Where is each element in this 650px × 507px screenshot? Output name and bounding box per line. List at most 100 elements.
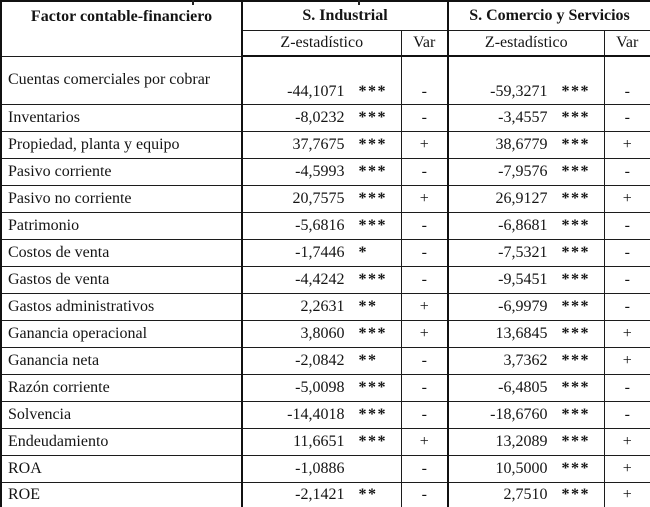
z-statistic-cell: 13,2089 *** — [447, 427, 605, 456]
z-value: -4,4242 — [295, 270, 345, 288]
z-value: 11,6651 — [293, 432, 345, 450]
scan-artifact-tick — [358, 0, 360, 5]
z-value: 2,2631 — [300, 297, 345, 315]
factor-cell: Propiedad, planta y equipo — [0, 130, 243, 159]
var-sign-cell: - — [400, 55, 449, 105]
significance-stars: *** — [561, 351, 590, 369]
significance-stars: *** — [561, 486, 590, 504]
column-header-var-comercio: Var — [603, 29, 650, 57]
z-value: -6,4805 — [498, 378, 548, 396]
var-sign-cell: + — [603, 481, 650, 507]
z-statistic-wrap: -18,6760 *** — [450, 405, 603, 424]
significance-stars: *** — [358, 162, 387, 180]
z-statistic-wrap: -9,5451 *** — [450, 271, 603, 289]
var-sign-cell: + — [400, 427, 449, 456]
z-statistic-wrap: -1,7446 * — [244, 243, 400, 262]
z-statistic-cell: -2,1421 ** — [241, 481, 402, 507]
table-row: Inventarios -8,0232 *** - -3,4557 *** - — [0, 103, 650, 132]
significance-stars: *** — [561, 189, 590, 207]
factor-cell: Cuentas comerciales por cobrar — [0, 55, 243, 105]
z-statistic-wrap: 13,2089 *** — [450, 432, 603, 451]
var-sign-cell: - — [603, 265, 650, 294]
significance-stars: *** — [561, 378, 590, 396]
significance-stars: *** — [561, 324, 590, 342]
z-value: 2,7510 — [503, 486, 548, 504]
significance-stars: *** — [561, 432, 590, 450]
z-value: -4,5993 — [295, 162, 345, 180]
z-value: 3,7362 — [503, 351, 548, 369]
var-sign-cell: - — [400, 373, 449, 402]
header-row-measures: Z-estadístico Var Z-estadístico Var — [1, 29, 650, 57]
z-value: 38,6779 — [495, 135, 548, 153]
z-value: -44,1071 — [287, 82, 345, 100]
significance-stars: *** — [358, 270, 387, 288]
z-statistic-wrap: -6,4805 *** — [450, 378, 603, 397]
z-statistic-cell: 38,6779 *** — [447, 130, 605, 159]
z-statistic-cell: -3,4557 *** — [447, 103, 605, 132]
significance-stars: * — [358, 243, 368, 261]
table-row: Endeudamiento 11,6651 *** +13,2089 *** + — [0, 427, 650, 456]
z-value: 26,9127 — [495, 189, 548, 207]
significance-stars: ** — [358, 486, 378, 504]
var-sign-cell: + — [603, 427, 650, 456]
var-sign-cell: + — [400, 130, 449, 159]
z-value: -1,0886 — [295, 459, 345, 477]
z-statistic-cell: 3,8060 *** — [241, 319, 402, 348]
significance-stars: *** — [358, 405, 387, 423]
z-statistic-wrap: -59,3271 *** — [450, 83, 603, 101]
factor-cell: ROE — [0, 481, 243, 507]
z-value: -8,0232 — [295, 108, 345, 126]
z-statistic-cell: -8,0232 *** — [241, 103, 402, 132]
significance-stars: ** — [358, 351, 378, 369]
significance-stars: *** — [358, 135, 387, 153]
column-header-var-industrial: Var — [400, 29, 449, 57]
var-sign-cell: - — [400, 454, 449, 483]
z-statistic-wrap: -7,5321 *** — [450, 243, 603, 262]
significance-stars: *** — [358, 189, 387, 207]
var-sign-cell: + — [400, 292, 449, 321]
z-value: -7,5321 — [498, 243, 548, 261]
z-statistic-cell: -44,1071 *** — [241, 55, 402, 105]
z-statistic-wrap: 10,5000 *** — [450, 460, 603, 478]
z-value: -14,4018 — [287, 405, 345, 423]
z-statistic-wrap: 13,6845 *** — [450, 324, 603, 343]
z-statistic-wrap: -4,5993 *** — [244, 162, 400, 181]
var-sign-cell: + — [603, 454, 650, 483]
z-statistic-cell: -2,0842 ** — [241, 346, 402, 375]
z-statistic-cell: -4,4242 *** — [241, 265, 402, 294]
factor-cell: Pasivo corriente — [0, 157, 243, 186]
z-value: -6,9979 — [498, 297, 548, 315]
var-sign-cell: - — [603, 55, 650, 105]
table-row: Cuentas comerciales por cobrar -44,1071 **… — [0, 55, 650, 105]
z-statistic-wrap: -2,0842 ** — [244, 351, 400, 370]
z-statistic-cell: -6,8681 *** — [447, 211, 605, 240]
var-sign-cell: - — [603, 400, 650, 429]
z-statistic-wrap: -7,9576 *** — [450, 162, 603, 181]
factor-cell: Endeudamiento — [0, 427, 243, 456]
z-value: -7,9576 — [498, 162, 548, 180]
var-sign-cell: - — [400, 211, 449, 240]
significance-stars: *** — [561, 135, 590, 153]
var-sign-cell: + — [603, 319, 650, 348]
column-header-sector-industrial: S. Industrial — [241, 0, 449, 31]
scan-artifact-tick — [192, 0, 194, 5]
var-sign-cell: - — [603, 238, 650, 267]
var-sign-cell: - — [603, 373, 650, 402]
z-value: 13,2089 — [495, 432, 548, 450]
var-sign-cell: + — [603, 346, 650, 375]
z-statistic-wrap: -8,0232 *** — [244, 108, 400, 127]
var-sign-cell: + — [400, 184, 449, 213]
z-value: -18,6760 — [490, 405, 548, 423]
table-row: Solvencia -14,4018 *** - -18,6760 *** - — [0, 400, 650, 429]
z-statistic-cell: -5,6816 *** — [241, 211, 402, 240]
z-statistic-wrap: 20,7575 *** — [244, 189, 400, 208]
z-statistic-wrap: 37,7675 *** — [244, 135, 400, 154]
z-statistic-cell: -14,4018 *** — [241, 400, 402, 429]
z-statistic-wrap: 26,9127 *** — [450, 189, 603, 208]
significance-stars: *** — [561, 162, 590, 180]
z-statistic-wrap: -44,1071 *** — [244, 82, 400, 101]
z-value: 20,7575 — [292, 189, 345, 207]
z-statistic-cell: 26,9127 *** — [447, 184, 605, 213]
